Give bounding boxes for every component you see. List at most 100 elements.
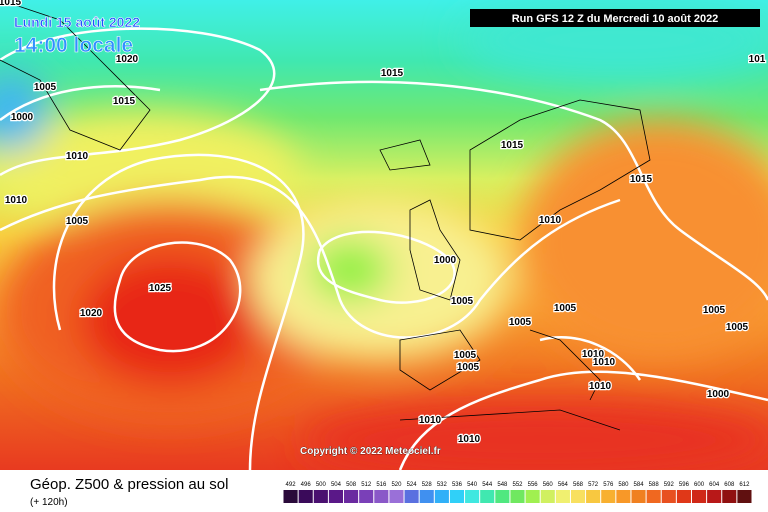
isobar-label: 1025 [149, 283, 172, 294]
legend-swatch [555, 490, 570, 503]
legend-label: 596 [679, 482, 690, 488]
legend-swatch [419, 490, 434, 503]
legend-label: 500 [316, 482, 327, 488]
legend-label: 560 [543, 482, 554, 488]
isobar-label: 1005 [703, 305, 726, 316]
legend-label: 532 [437, 482, 448, 488]
legend-swatch [374, 490, 389, 503]
legend-label: 516 [376, 482, 387, 488]
legend-swatch [586, 490, 601, 503]
legend-swatch [525, 490, 540, 503]
isobar-label: 1010 [593, 357, 616, 368]
isobar-label: 1005 [509, 317, 532, 328]
footer-title: Géop. Z500 & pression au sol [30, 476, 228, 493]
isobar-label: 1015 [630, 174, 653, 185]
legend-label: 496 [301, 482, 312, 488]
legend-swatch [389, 490, 404, 503]
copyright: Copyright © 2022 Meteociel.fr [300, 446, 441, 457]
isobar-label: 1010 [589, 381, 612, 392]
legend-swatch [570, 490, 586, 503]
legend-swatch [495, 490, 510, 503]
legend-swatch [616, 490, 631, 503]
isobar-label: 1015 [381, 68, 404, 79]
legend-label: 564 [558, 482, 569, 488]
legend-swatch [661, 490, 676, 503]
legend-swatch [631, 490, 646, 503]
legend-label: 608 [724, 482, 735, 488]
legend-label: 520 [391, 482, 402, 488]
legend-label: 584 [634, 482, 645, 488]
legend-swatch [298, 490, 313, 503]
legend-swatch [691, 490, 707, 503]
isobar-label: 1010 [66, 151, 89, 162]
legend-label: 592 [664, 482, 675, 488]
legend-label: 540 [467, 482, 478, 488]
legend-swatch [344, 490, 359, 503]
legend-label: 524 [407, 482, 418, 488]
legend-label: 576 [603, 482, 614, 488]
legend-swatch [676, 490, 691, 503]
isobar-label: 1020 [80, 308, 103, 319]
isobar-label: 1005 [726, 322, 749, 333]
legend-label: 552 [512, 482, 523, 488]
legend-swatch [540, 490, 555, 503]
legend-swatch [313, 490, 328, 503]
isobar-label: 1020 [116, 54, 139, 65]
isobar-label: 1010 [582, 349, 605, 360]
footer-subtitle: (+ 120h) [30, 497, 68, 508]
legend-label: 588 [649, 482, 660, 488]
legend-label: 512 [361, 482, 372, 488]
legend-swatch [646, 490, 661, 503]
isobar-label: 1005 [554, 303, 577, 314]
legend-swatch [404, 490, 419, 503]
legend-label: 612 [739, 482, 750, 488]
coastlines [0, 0, 651, 431]
isobar-label: 1010 [458, 434, 481, 445]
run-box [470, 9, 760, 27]
isobar-label: 1005 [66, 216, 89, 227]
legend-swatch [601, 490, 616, 503]
isobar-label: 1015 [0, 0, 22, 8]
isobar-label: 1000 [11, 112, 34, 123]
legend-swatch [434, 490, 449, 503]
legend-swatch [480, 490, 495, 503]
geopotential-fields [0, 0, 768, 480]
isobar-label: 1010 [5, 195, 28, 206]
legend-label: 604 [709, 482, 720, 488]
legend-swatch [449, 490, 465, 503]
legend-label: 508 [346, 482, 357, 488]
legend-swatch [737, 490, 752, 503]
legend-label: 544 [482, 482, 493, 488]
legend-label: 572 [588, 482, 599, 488]
legend-label: 600 [694, 482, 705, 488]
isobar-label: 1005 [457, 362, 480, 373]
date-label: Lundi 15 août 2022 [14, 14, 140, 30]
isobar-label: 1000 [434, 255, 457, 266]
isobar-label: 1015 [113, 96, 136, 107]
legend-label: 536 [452, 482, 463, 488]
legend-label: 492 [286, 482, 297, 488]
legend-label: 580 [618, 482, 629, 488]
legend-label: 504 [331, 482, 342, 488]
isobar-label: 1015 [501, 140, 524, 151]
isobar-label: 1005 [451, 296, 474, 307]
isobar-label: 1005 [34, 82, 57, 93]
run-label: Run GFS 12 Z du Mercredi 10 août 2022 [512, 13, 719, 25]
legend-swatch [328, 490, 344, 503]
legend-swatch [707, 490, 722, 503]
legend-swatch [465, 490, 480, 503]
isobar-label: 1000 [707, 389, 730, 400]
legend-label: 568 [573, 482, 584, 488]
legend-label: 528 [422, 482, 433, 488]
isobar-label: 1005 [454, 350, 477, 361]
legend-label: 556 [528, 482, 539, 488]
time-label: 14:00 locale [14, 34, 133, 57]
legend-swatch [510, 490, 525, 503]
isobar-label: 101 [749, 54, 766, 65]
legend-label: 548 [497, 482, 508, 488]
legend-swatch [283, 490, 298, 503]
isobar-label: 1010 [419, 415, 442, 426]
isobar-label: 1010 [539, 215, 562, 226]
